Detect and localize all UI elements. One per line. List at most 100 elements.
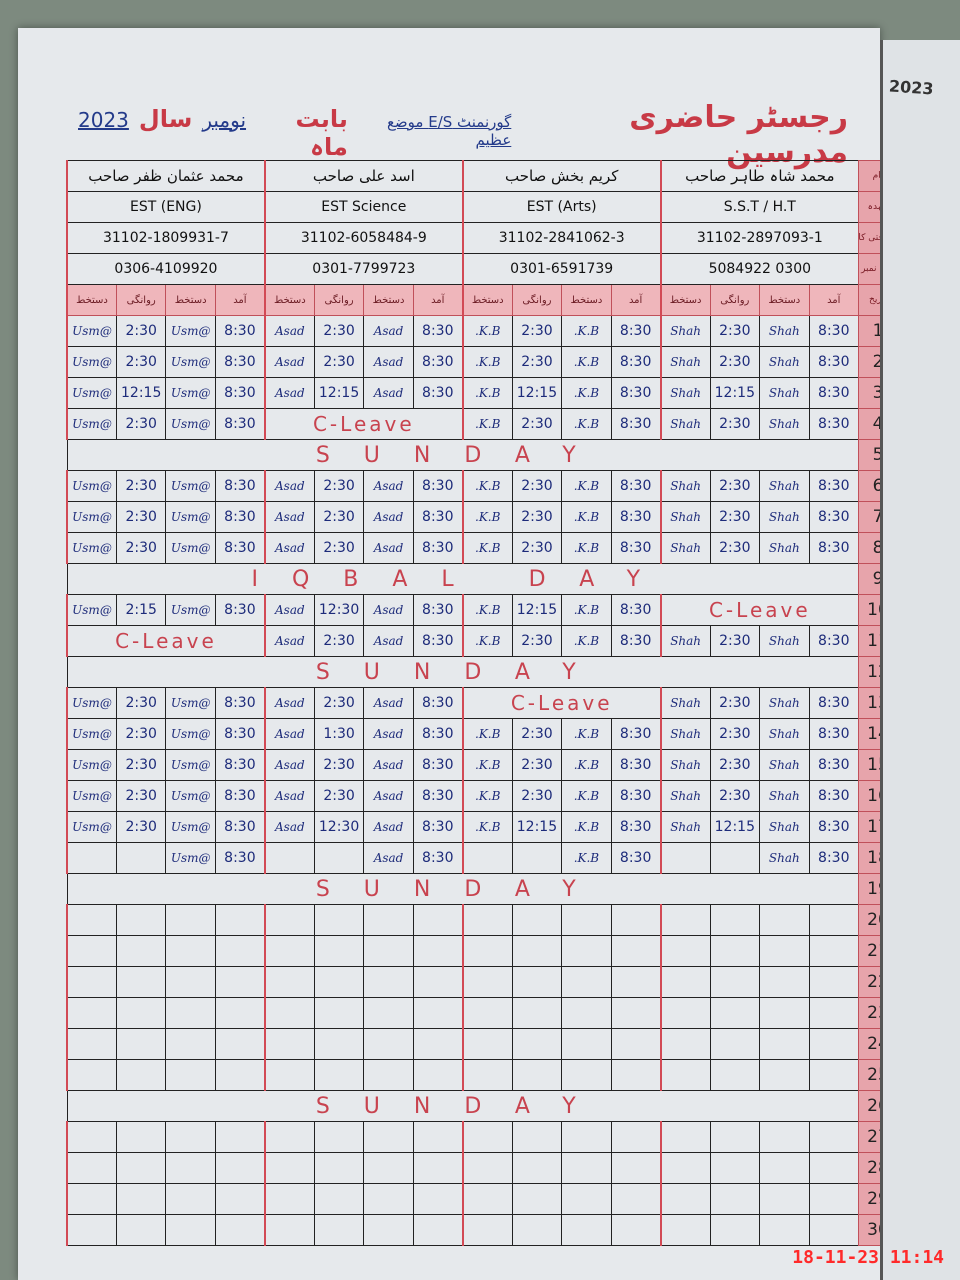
empty-cell	[659, 1028, 711, 1060]
empty-cell	[313, 935, 365, 967]
departure-signature: K.B.	[461, 346, 513, 378]
empty-cell	[165, 1214, 216, 1246]
empty-cell	[65, 1152, 117, 1184]
empty-cell	[511, 1183, 563, 1215]
empty-cell	[511, 966, 563, 998]
attendance-row: 25	[65, 1059, 898, 1091]
empty-cell	[808, 1183, 860, 1215]
empty-cell	[65, 935, 117, 967]
empty-cell	[363, 904, 414, 936]
departure-signature: @Usm	[65, 315, 117, 347]
empty-cell	[709, 966, 761, 998]
arrival-time: 8:30	[214, 315, 266, 347]
empty-cell	[115, 1059, 167, 1091]
school-name: گورنمنٹ E/S موضع عظیم	[386, 113, 512, 149]
arrival-time: 8:30	[610, 532, 662, 564]
departure-time: 2:30	[511, 346, 563, 378]
column-header-row: تاریخ آمد دستخط روانگی دستخط آمد دستخط روانگی دس…	[65, 284, 898, 316]
empty-cell	[808, 935, 860, 967]
attendance-row: 26 SUNDAY	[66, 1090, 898, 1122]
column-header-sign: دستخط	[165, 284, 216, 316]
month-label: بابت ماہ	[295, 105, 348, 161]
empty-cell	[263, 1214, 315, 1246]
empty-cell	[313, 1152, 365, 1184]
arrival-time: 8:30	[610, 749, 662, 781]
empty-cell	[412, 997, 464, 1029]
empty-cell	[610, 935, 662, 967]
departure-time: 2:30	[313, 749, 365, 781]
attendance-row: 21	[65, 935, 898, 967]
empty-cell	[313, 1183, 365, 1215]
teacher-name: اسد علی صاحب	[263, 160, 464, 192]
empty-cell	[115, 1028, 167, 1060]
attendance-row: 3 8:30 Shah 12:15 Shah 8:30 K.B. 12:15 K.B. 8:30 A…	[65, 377, 898, 409]
leave-note: C-Leave	[66, 625, 266, 657]
empty-cell	[313, 1028, 365, 1060]
arrival-signature: K.B.	[561, 780, 612, 812]
departure-time: 12:15	[115, 377, 167, 409]
empty-cell	[709, 1028, 761, 1060]
empty-cell	[659, 1059, 711, 1091]
departure-time: 2:30	[709, 780, 761, 812]
arrival-time: 8:30	[808, 377, 860, 409]
departure-time: 2:30	[511, 780, 563, 812]
empty-cell	[214, 1121, 266, 1153]
empty-cell	[313, 966, 365, 998]
departure-signature: @Usm	[65, 408, 117, 440]
arrival-time: 8:30	[214, 687, 266, 719]
arrival-signature: Shah	[759, 749, 810, 781]
departure-signature: Shah	[659, 780, 711, 812]
empty-cell	[115, 997, 167, 1029]
departure-signature: Shah	[659, 625, 711, 657]
arrival-time: 8:30	[808, 687, 860, 719]
empty-cell	[263, 966, 315, 998]
arrival-time: 8:30	[610, 470, 662, 502]
departure-time: 2:30	[115, 780, 167, 812]
arrival-signature: Shah	[759, 470, 810, 502]
arrival-time: 8:30	[214, 749, 266, 781]
next-page-year: 2023	[888, 76, 935, 99]
column-header-arrival: آمد	[412, 284, 464, 316]
empty-cell	[759, 997, 810, 1029]
empty-cell	[363, 997, 414, 1029]
arrival-time: 8:30	[214, 346, 266, 378]
column-header-sign: دستخط	[263, 284, 315, 316]
arrival-signature: Asad	[363, 501, 414, 533]
attendance-row: 6 8:30 Shah 2:30 Shah 8:30 K.B. 2:30 K.B. 8:30 Asa…	[65, 470, 898, 502]
departure-time	[115, 842, 167, 874]
empty-cell	[610, 1121, 662, 1153]
arrival-time: 8:30	[808, 532, 860, 564]
attendance-row: 19 SUNDAY	[66, 873, 898, 905]
teacher-cnic: 31102-6058484-9	[263, 222, 464, 254]
empty-cell	[759, 1214, 810, 1246]
departure-time: 12:15	[511, 811, 563, 843]
departure-signature: Shah	[659, 315, 711, 347]
departure-signature: Shah	[659, 377, 711, 409]
register-heading: رجسٹر حاضری مدرسین	[629, 100, 848, 170]
empty-cell	[214, 904, 266, 936]
arrival-time: 8:30	[412, 687, 464, 719]
attendance-row: 7 8:30 Shah 2:30 Shah 8:30 K.B. 2:30 K.B. 8:30 Asa…	[65, 501, 898, 533]
attendance-row: 30	[65, 1214, 898, 1246]
empty-cell	[313, 1121, 365, 1153]
empty-cell	[313, 904, 365, 936]
arrival-time: 8:30	[808, 718, 860, 750]
empty-cell	[214, 1152, 266, 1184]
empty-cell	[759, 1152, 810, 1184]
attendance-row: 1 8:30 Shah 2:30 Shah 8:30 K.B. 2:30 K.B. 8:30 Asa…	[65, 315, 898, 347]
empty-cell	[561, 1214, 612, 1246]
departure-time: 2:30	[115, 749, 167, 781]
column-header-sign: دستخط	[461, 284, 513, 316]
arrival-time: 8:30	[412, 377, 464, 409]
arrival-signature: Shah	[759, 346, 810, 378]
empty-cell	[610, 1183, 662, 1215]
teacher-designation: S.S.T / H.T	[659, 191, 859, 223]
departure-signature	[659, 842, 711, 874]
departure-signature: Shah	[659, 687, 711, 719]
holiday-note: SUNDAY	[66, 656, 859, 688]
empty-cell	[65, 1214, 117, 1246]
arrival-time: 8:30	[412, 594, 464, 626]
arrival-signature: @Usm	[165, 346, 216, 378]
arrival-time: 8:30	[412, 532, 464, 564]
empty-cell	[511, 904, 563, 936]
